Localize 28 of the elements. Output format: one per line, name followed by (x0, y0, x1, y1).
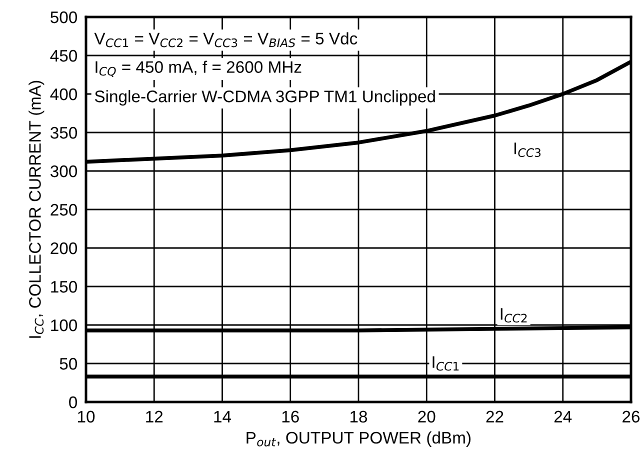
annotation: Single-Carrier W-CDMA 3GPP TM1 Unclipped (94, 90, 435, 106)
y-tick-label: 250 (50, 204, 78, 216)
x-tick-label: 12 (146, 410, 163, 422)
x-tick-label: 22 (486, 410, 504, 422)
x-tick-label: 14 (214, 410, 232, 422)
series-label: I$_{CC3}$ (514, 142, 541, 157)
x-tick-label: 16 (282, 410, 299, 423)
annotation: I$_{CQ}$ = 450 mA, f = 2600 MHz (96, 60, 302, 78)
text: V$_{CC1}$ = V$_{CC2}$ = V$_{CC3}$ = V$_{BIAS}$ = 5 Vdc (94, 32, 358, 48)
x-tick-label: 10 (78, 410, 95, 423)
y-tick-label: 300 (50, 165, 78, 178)
y-tick-label: 0 (69, 396, 78, 408)
x-tick-label: 24 (554, 410, 572, 422)
x-tick-label: 18 (350, 410, 368, 423)
y-tick-label: 350 (50, 126, 78, 139)
y-tick-label: 50 (60, 358, 78, 370)
y-axis-title: I$_{CC}$, COLLECTOR CURRENT (mA) (28, 80, 44, 338)
y-tick-label: 450 (50, 50, 78, 62)
y-tick-label: 150 (51, 280, 78, 293)
y-tick-label: 200 (50, 242, 78, 254)
series-label: I$_{CC1}$ (432, 356, 459, 371)
y-tick-label: 400 (50, 88, 78, 100)
y-tick-label: 100 (51, 319, 78, 332)
series-label: I$_{CC2}$ (500, 308, 527, 323)
x-axis-title: P$_{out}$, OUTPUT POWER (dBm) (246, 431, 471, 447)
x-tick-label: 26 (622, 410, 640, 423)
x-tick-label: 20 (418, 410, 436, 423)
y-tick-label: 500 (50, 11, 78, 24)
